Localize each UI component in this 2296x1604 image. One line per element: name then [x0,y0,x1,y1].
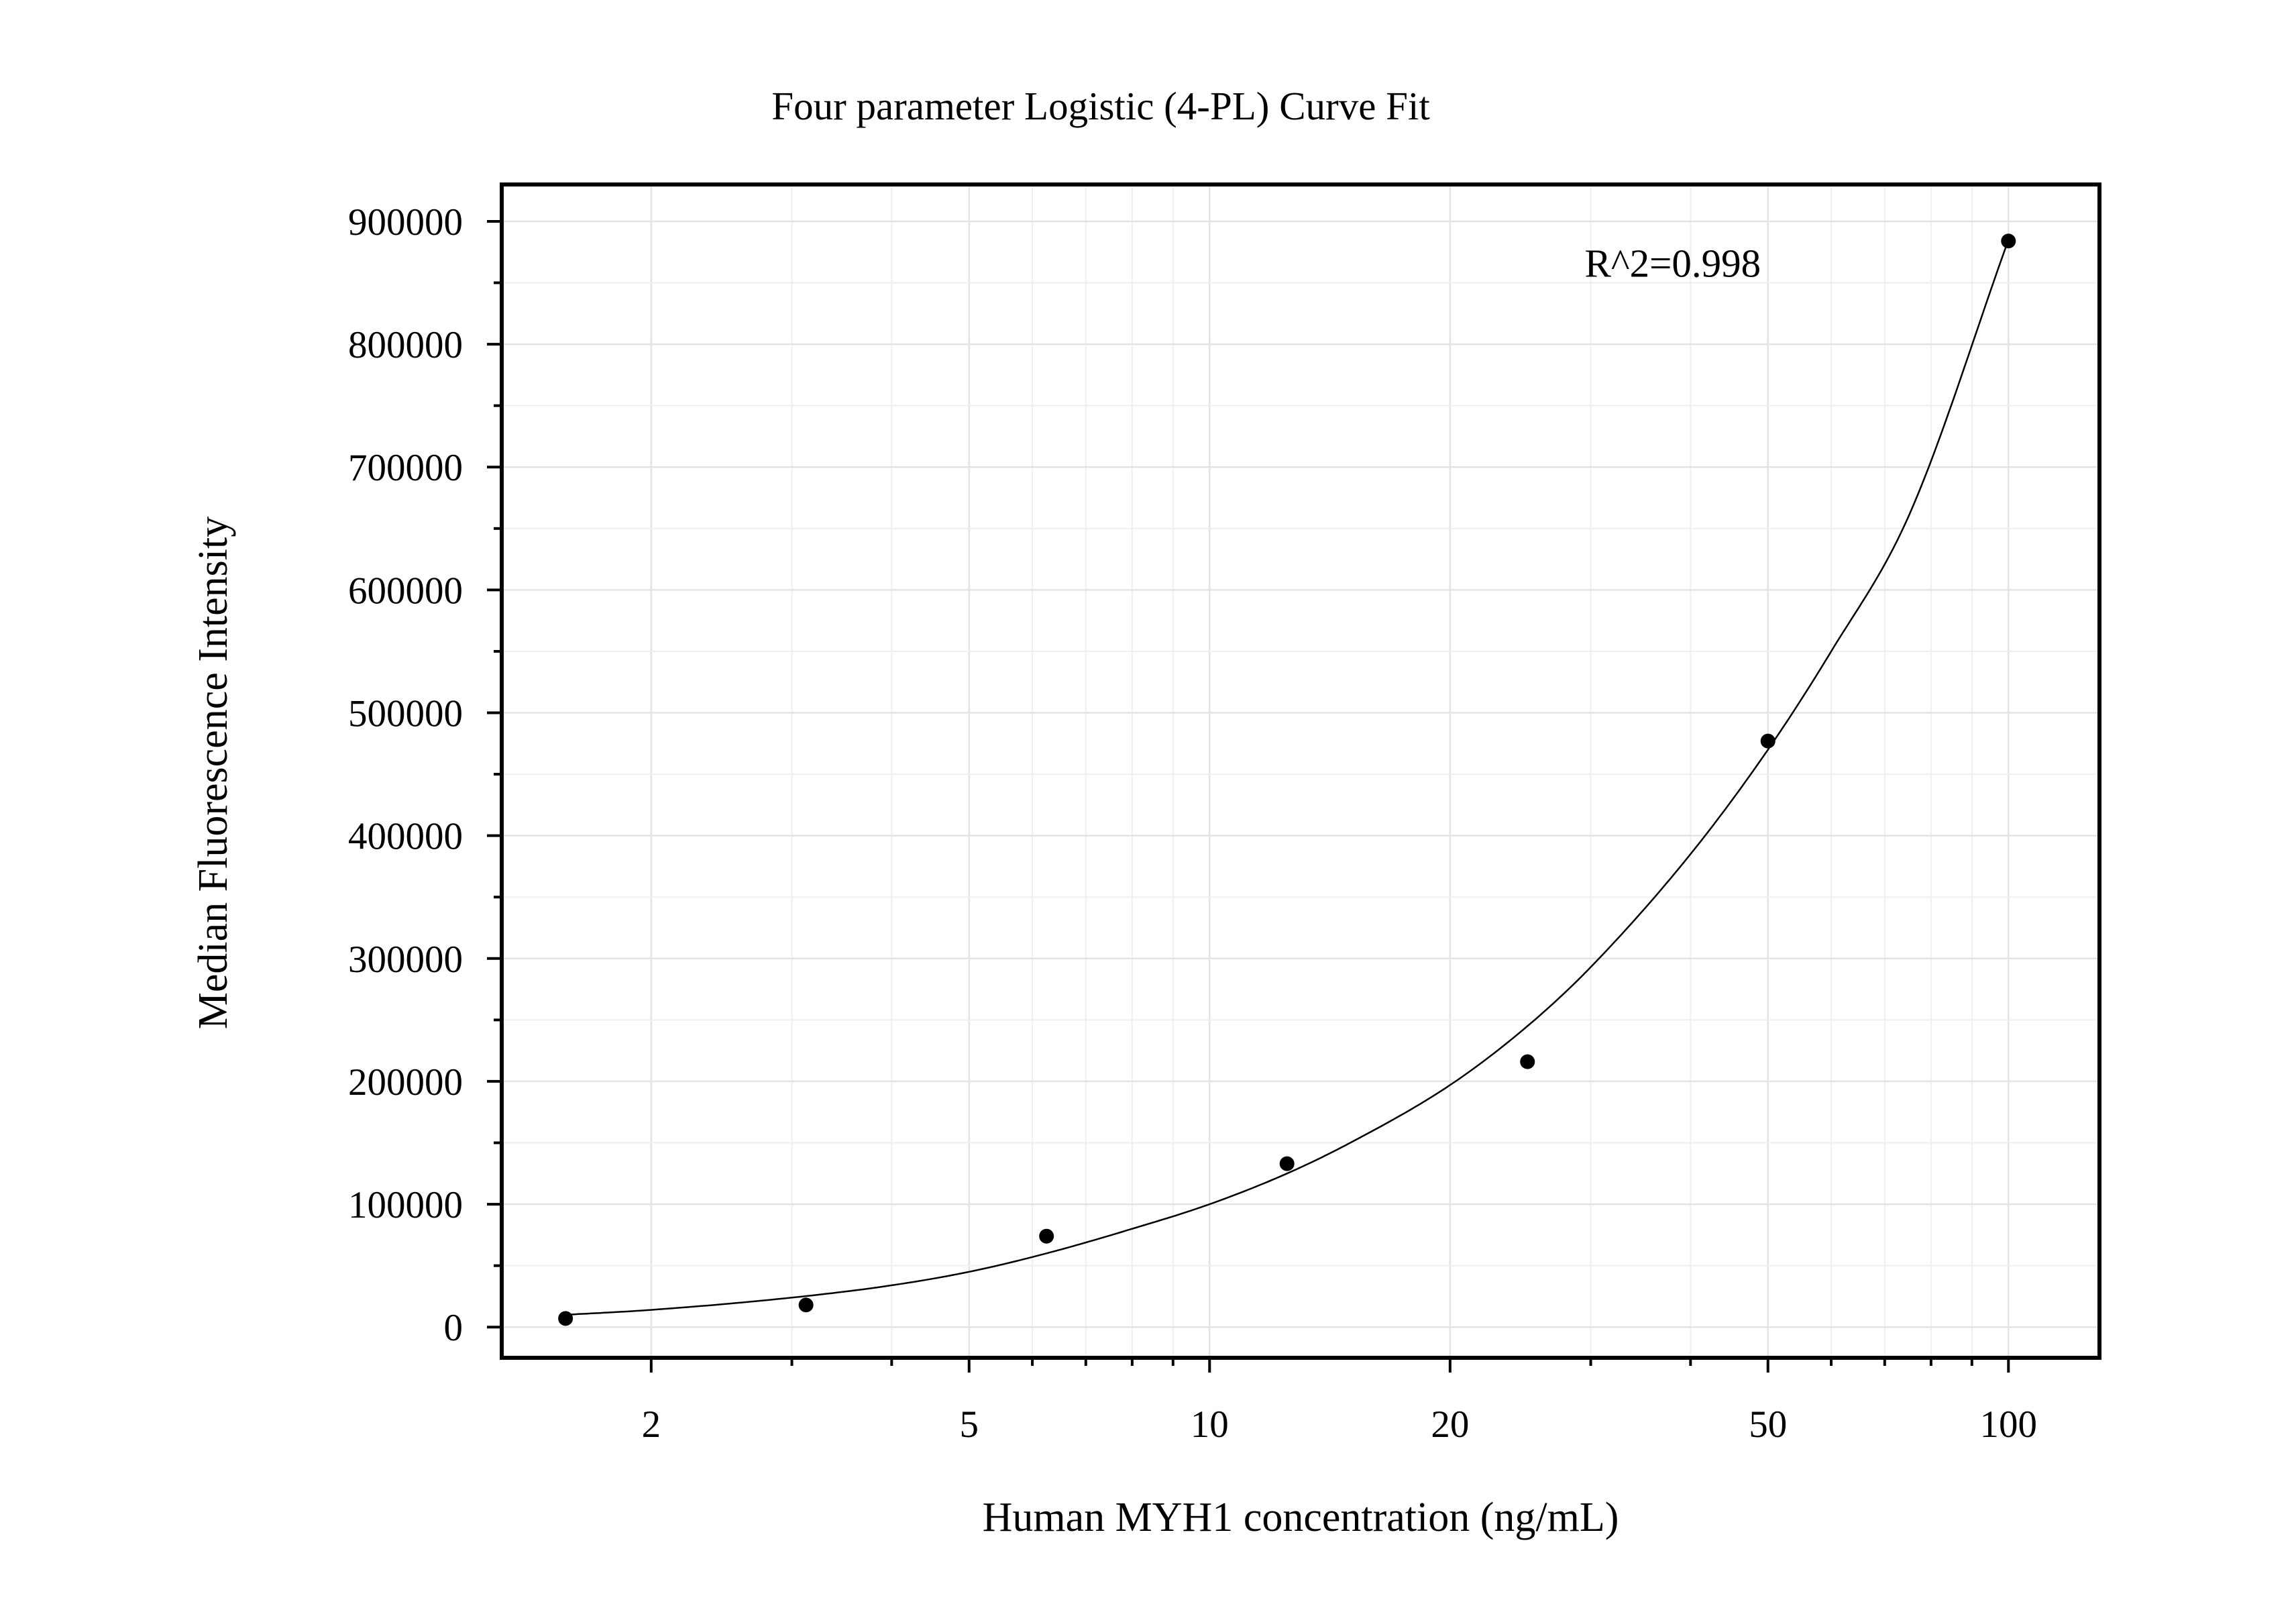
data-point [1760,733,1775,749]
axis-ticks [487,219,2010,1373]
chart-title: Four parameter Logistic (4-PL) Curve Fit [771,84,1430,128]
y-tick-label: 100000 [348,1184,463,1226]
x-tick-label: 20 [1431,1403,1469,1446]
y-tick-label: 900000 [348,201,463,244]
data-point [1279,1156,1295,1171]
data-point [1520,1054,1535,1069]
grid [502,184,2099,1358]
data-point [2001,233,2016,249]
fit-curve [565,239,2010,1316]
x-tick-label: 100 [1980,1403,2038,1446]
y-tick-label: 300000 [348,939,463,981]
y-axis-title: Median Fluorescence Intensity [190,517,236,1029]
x-tick-label: 2 [642,1403,661,1446]
data-point [798,1297,814,1313]
r-squared-annotation: R^2=0.998 [1585,241,1761,285]
x-tick-label: 10 [1191,1403,1229,1446]
data-point [1039,1228,1054,1244]
x-tick-label: 5 [960,1403,979,1446]
x-axis-title: Human MYH1 concentration (ng/mL) [983,1495,1619,1540]
y-tick-label: 600000 [348,570,463,612]
y-tick-label: 700000 [348,447,463,489]
data-points [558,233,2016,1326]
data-point [558,1311,573,1326]
y-tick-label: 200000 [348,1061,463,1104]
y-tick-label: 800000 [348,324,463,366]
plot-frame [500,182,2101,1360]
y-axis-tick-labels: 0 100000 200000 300000 400000 500000 600000 700… [348,201,463,1349]
x-tick-label: 50 [1749,1403,1787,1446]
y-tick-label: 0 [444,1307,463,1349]
y-tick-label: 400000 [348,816,463,858]
y-tick-label: 500000 [348,693,463,735]
x-axis-tick-labels: 2 5 10 20 50 100 [642,1403,2037,1446]
